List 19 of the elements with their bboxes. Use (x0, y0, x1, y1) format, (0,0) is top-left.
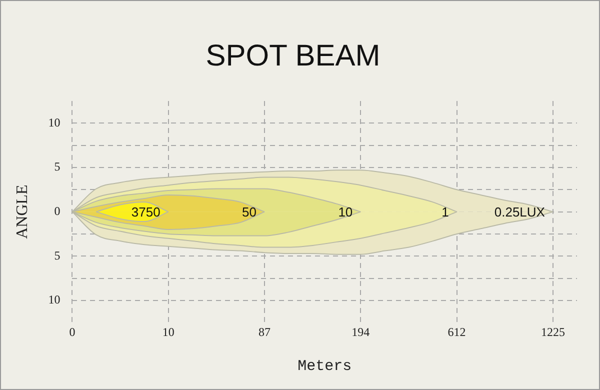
series-label: 3750 (131, 204, 160, 220)
y-tick-label: 10 (48, 292, 60, 307)
series-label: 50 (242, 204, 257, 220)
series-label: 10 (338, 204, 353, 220)
y-tick-label: 5 (54, 160, 60, 174)
x-tick-label: 194 (352, 324, 370, 339)
chart-title: SPOT BEAM (206, 39, 380, 72)
y-tick-label: 0 (54, 204, 60, 218)
series-label: 0.25LUX (494, 204, 546, 220)
y-tick-label: 10 (48, 115, 60, 130)
series-label: 1 (442, 204, 449, 220)
x-tick-label: 0 (69, 324, 76, 339)
y-tick-label: 5 (54, 248, 60, 262)
x-axis-title: Meters (298, 358, 352, 375)
x-tick-label: 87 (258, 324, 271, 339)
x-tick-label: 10 (162, 324, 174, 339)
y-axis-title: ANGLE (14, 184, 31, 239)
x-tick-label: 1225 (540, 324, 565, 339)
x-tick-label: 612 (448, 324, 466, 339)
